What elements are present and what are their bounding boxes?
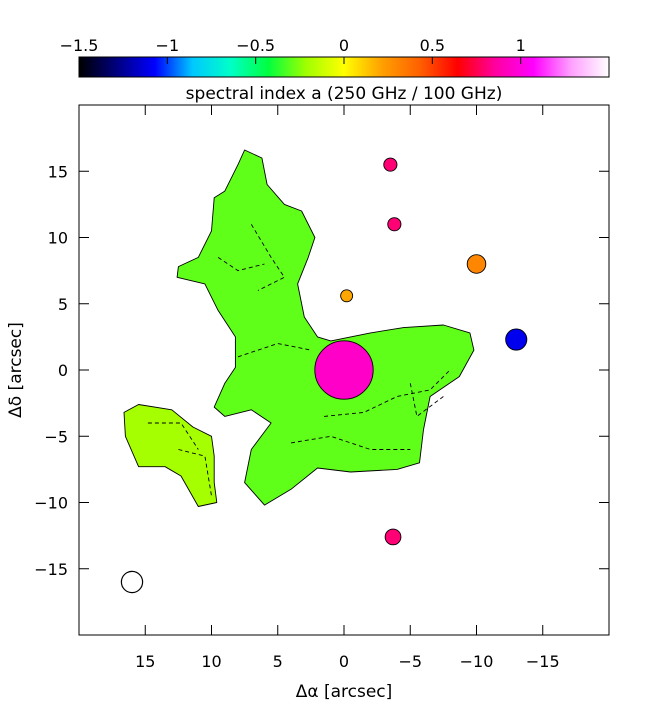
region-core-peak [314,340,374,400]
y-tick-label: 15 [48,162,68,181]
contour-lines [147,224,451,496]
y-axis-ticks: 15 10 5 0 −5 −10 −15 [34,162,609,579]
colorbar-tick-label: −1 [156,36,180,55]
region-central-complex [176,149,475,506]
x-tick-label: 5 [273,652,283,671]
region-top-speck-2 [387,217,402,232]
region-mid-speck [340,289,354,303]
x-tick-label: −10 [460,652,494,671]
colorbar-tick-label: −1.5 [60,36,99,55]
plot-area: 15 10 5 0 −5 −10 −15 15 10 5 0 −5 −10 −15 [34,104,610,671]
region-right-speck-1 [466,254,487,274]
y-tick-label: −10 [34,494,68,513]
colorbar-label: spectral index a (250 GHz / 100 GHz) [186,84,503,104]
contour-line [250,224,286,291]
beam-circle [120,570,144,594]
contour-line [324,369,451,417]
colorbar: −1.5 −1 −0.5 0 0.5 1 spectral index a (250 GH… [60,36,610,104]
colorbar-tick-label: 0 [339,36,349,55]
y-axis-title: Δδ [arcsec] [6,322,26,418]
x-axis-title: Δα [arcsec] [296,682,393,702]
x-tick-label: −5 [398,652,422,671]
y-tick-label: 10 [48,229,68,248]
y-tick-label: 0 [58,361,68,380]
region-top-speck-1 [383,157,398,172]
map-regions [123,149,528,546]
x-tick-label: 15 [135,652,155,671]
x-axis-ticks: 15 10 5 0 −5 −10 −15 [135,105,560,671]
y-tick-label: −5 [44,427,68,446]
colorbar-tick-label: 1 [516,36,526,55]
x-tick-label: 10 [201,652,221,671]
y-tick-label: −15 [34,560,68,579]
region-bottom-speck [384,528,402,546]
y-tick-label: 5 [58,295,68,314]
colorbar-tick-label: 0.5 [420,36,445,55]
contour-line [178,449,212,496]
colorbar-tick-label: −0.5 [236,36,275,55]
region-left-blob [123,404,218,507]
contour-line [237,343,311,358]
contour-line [217,257,265,272]
colorbar-ticks: −1.5 −1 −0.5 0 0.5 1 [60,36,526,64]
x-tick-label: −15 [526,652,560,671]
x-tick-label: 0 [339,652,349,671]
region-right-speck-2 [505,328,528,351]
